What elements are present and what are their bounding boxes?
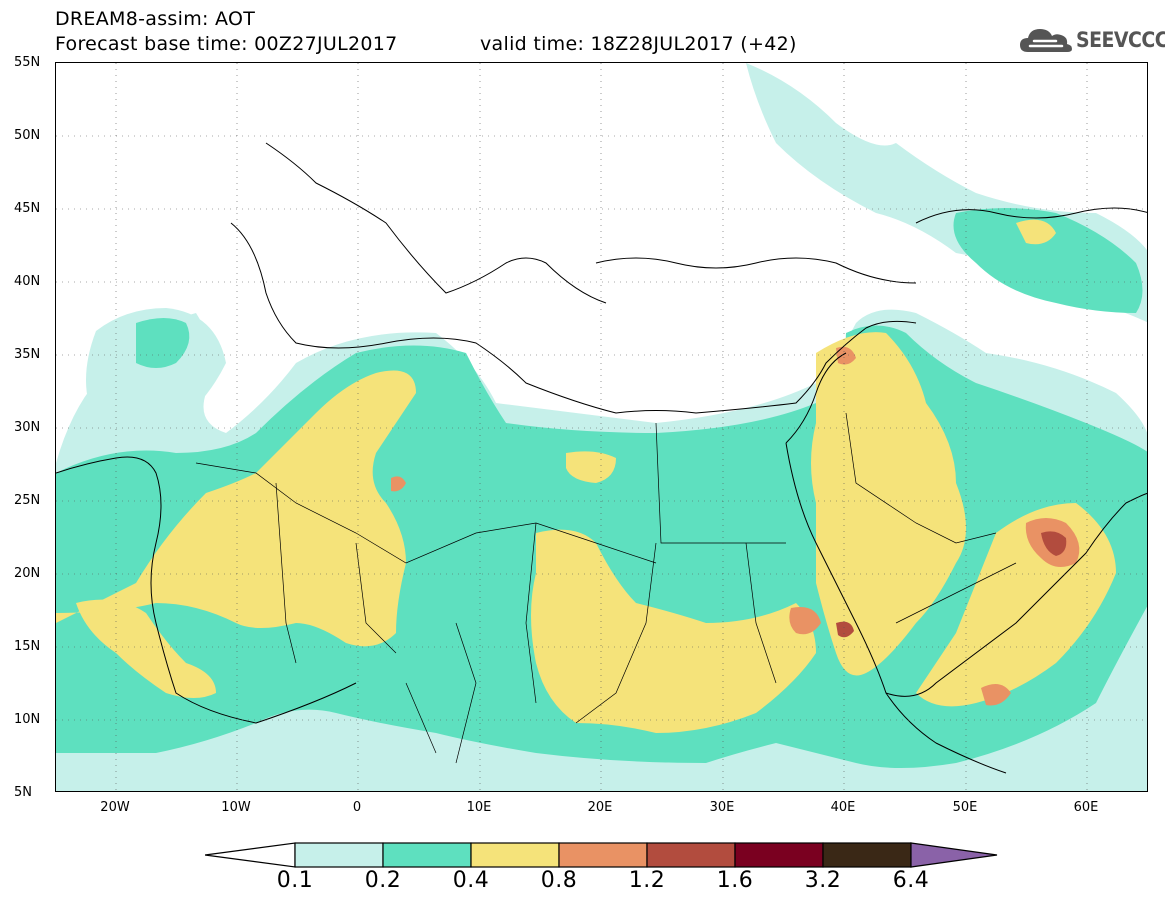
aot-map xyxy=(56,63,1147,791)
colorbar-label-3.2: 3.2 xyxy=(804,868,842,893)
colorbar-label-0.2: 0.2 xyxy=(364,868,402,893)
lat-label-15n: 15N xyxy=(14,639,41,654)
colorbar-label-1.2: 1.2 xyxy=(628,868,666,893)
colorbar-segment-7 xyxy=(822,842,912,868)
aot-colorbar xyxy=(205,842,998,868)
colorbar-segment-over xyxy=(910,842,998,868)
lon-label-50e: 50E xyxy=(952,800,978,815)
lat-label-40n: 40N xyxy=(14,274,41,289)
lon-label-60e: 60E xyxy=(1073,800,1099,815)
lat-label-55n: 55N xyxy=(14,55,41,70)
lon-label-40e: 40E xyxy=(830,800,856,815)
colorbar-segment-6 xyxy=(734,842,824,868)
country-borders xyxy=(195,412,1017,764)
colorbar-segment-2 xyxy=(382,842,472,868)
lon-label-20e: 20E xyxy=(587,800,613,815)
lon-label-10w: 10W xyxy=(221,800,251,815)
lon-label-20w: 20W xyxy=(100,800,130,815)
map-panel xyxy=(55,62,1148,792)
lat-label-20n: 20N xyxy=(14,566,41,581)
graticule xyxy=(56,63,1147,791)
aot-field-0.8 xyxy=(391,346,1080,706)
valid-time: valid time: 18Z28JUL2017 (+42) xyxy=(480,33,797,55)
cloud-icon xyxy=(1020,29,1072,52)
colorbar-label-0.1: 0.1 xyxy=(276,868,314,893)
coastlines xyxy=(56,142,1147,774)
colorbar-segment-under xyxy=(205,842,296,868)
lat-label-25n: 25N xyxy=(14,493,41,508)
lat-label-30n: 30N xyxy=(14,420,41,435)
colorbar-segment-3 xyxy=(470,842,560,868)
forecast-base-time: Forecast base time: 00Z27JUL2017 xyxy=(55,33,398,55)
logo-text: SEEVCCC xyxy=(1076,28,1165,52)
lat-label-10n: 10N xyxy=(14,712,41,727)
lat-label-5n: 5N xyxy=(14,785,32,800)
colorbar-label-0.8: 0.8 xyxy=(540,868,578,893)
colorbar-label-6.4: 6.4 xyxy=(892,868,930,893)
lon-label-30e: 30E xyxy=(709,800,735,815)
lat-label-35n: 35N xyxy=(14,347,41,362)
lat-label-45n: 45N xyxy=(14,201,41,216)
colorbar-segment-1 xyxy=(294,842,384,868)
lon-label-10e: 10E xyxy=(466,800,492,815)
colorbar-segment-4 xyxy=(558,842,648,868)
colorbar-label-0.4: 0.4 xyxy=(452,868,490,893)
aot-field-1.2 xyxy=(836,531,1067,638)
seevccc-logo: SEEVCCC xyxy=(1018,24,1165,58)
lat-label-50n: 50N xyxy=(14,128,41,143)
map-title: DREAM8-assim: AOT xyxy=(55,8,256,30)
lon-label-0: 0 xyxy=(352,800,362,815)
colorbar-segment-5 xyxy=(646,842,736,868)
colorbar-label-1.6: 1.6 xyxy=(716,868,754,893)
